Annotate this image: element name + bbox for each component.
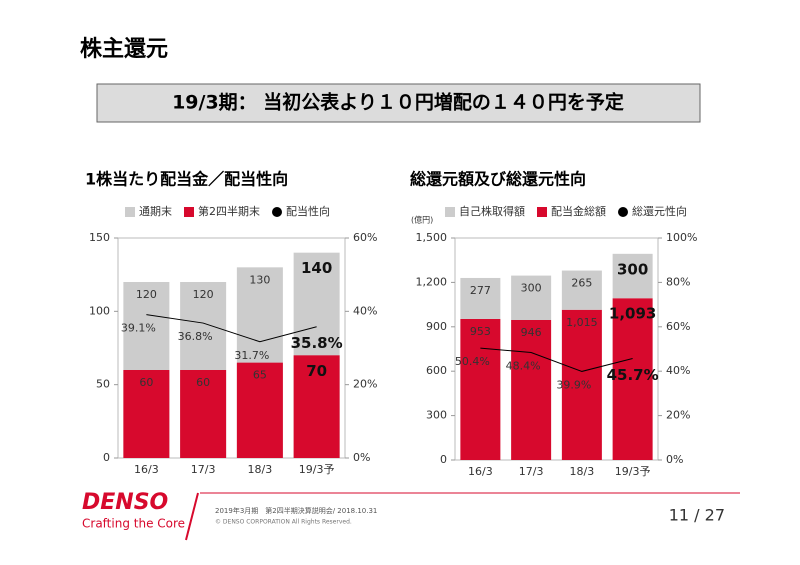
bar [460, 277, 501, 319]
line-label: 48.4% [506, 360, 541, 373]
bar [511, 275, 552, 320]
bar-label: 60 [139, 376, 153, 389]
y2-tick-label: 0% [353, 451, 370, 464]
slide-title: 株主還元 [80, 37, 168, 62]
plot-frame [454, 237, 659, 461]
bar [123, 370, 170, 458]
bar-label: 1,015 [566, 316, 598, 329]
page-number: 11 / 27 [669, 506, 725, 525]
y-tick-label: 50 [96, 378, 110, 391]
y2-tick-label: 100% [666, 231, 697, 244]
tagline: Crafting the Core [82, 517, 185, 531]
y2-tick-label: 20% [666, 409, 690, 422]
logo: DENSO [82, 490, 168, 515]
line [480, 347, 633, 372]
y-tick-label: 300 [426, 409, 447, 422]
x-tick-label: 16/3 [134, 463, 159, 476]
bar-label: 70 [306, 362, 327, 380]
y-tick-label: 100 [89, 304, 110, 317]
legend-swatch [445, 207, 455, 217]
line-label: 39.9% [556, 378, 591, 391]
x-tick-label: 17/3 [191, 463, 216, 476]
legend-label: 第2四半期末 [198, 204, 260, 218]
y-tick-label: 600 [426, 364, 447, 377]
bar-label: 130 [249, 273, 270, 286]
y-tick-label: 1,200 [416, 275, 448, 288]
headline: 19/3期： 当初公表より１０円増配の１４０円を予定 [172, 91, 624, 114]
footer-slash [185, 492, 199, 541]
legend-swatch [272, 207, 282, 217]
y-tick-label: 0 [440, 453, 447, 466]
bar-label: 120 [193, 288, 214, 301]
bar-label: 277 [470, 284, 491, 297]
line [146, 314, 317, 343]
line-label: 35.8% [291, 334, 343, 352]
y2-tick-label: 60% [353, 231, 377, 244]
bar [511, 319, 552, 460]
copyright: © DENSO CORPORATION All Rights Reserved. [215, 519, 352, 526]
line-label: 39.1% [121, 322, 156, 335]
bar [460, 318, 501, 460]
bar-label: 300 [617, 260, 648, 278]
x-tick-label: 19/3予 [615, 465, 651, 478]
bar-label: 140 [301, 259, 332, 277]
bar [561, 309, 602, 460]
y-tick-label: 150 [89, 231, 110, 244]
legend-label: 通期末 [139, 204, 172, 218]
x-tick-label: 18/3 [570, 465, 595, 478]
bar [180, 370, 227, 458]
x-tick-label: 18/3 [248, 463, 273, 476]
legend-label: 総還元性向 [632, 204, 687, 218]
bar-label: 300 [521, 282, 542, 295]
bar [236, 362, 283, 458]
legend-swatch [618, 207, 628, 217]
chart-title: 1株当たり配当金／配当性向 [85, 170, 288, 189]
chart-title: 総還元額及び総還元性向 [410, 170, 586, 189]
line-label: 31.7% [234, 349, 269, 362]
bar [612, 298, 653, 460]
x-tick-label: 17/3 [519, 465, 544, 478]
x-tick-label: 16/3 [468, 465, 493, 478]
unit-label: (億円) [411, 215, 433, 225]
bar-label: 60 [196, 376, 210, 389]
y-tick-label: 1,500 [416, 231, 448, 244]
y2-tick-label: 40% [666, 364, 690, 377]
bar-label: 946 [521, 326, 542, 339]
plot-frame [117, 237, 346, 459]
bar-label: 953 [470, 325, 491, 338]
line-label: 45.7% [607, 366, 659, 384]
bar-label: 120 [136, 288, 157, 301]
y2-tick-label: 60% [666, 320, 690, 333]
y2-tick-label: 40% [353, 304, 377, 317]
y2-tick-label: 80% [666, 275, 690, 288]
line-label: 36.8% [178, 330, 213, 343]
legend-swatch [537, 207, 547, 217]
legend-label: 自己株取得額 [459, 204, 525, 218]
legend-swatch [184, 207, 194, 217]
legend-label: 配当性向 [286, 204, 330, 218]
bar [612, 253, 653, 299]
y2-tick-label: 20% [353, 378, 377, 391]
bar-label: 265 [571, 277, 592, 290]
y2-tick-label: 0% [666, 453, 683, 466]
headline-box [96, 83, 701, 123]
bar-label: 65 [253, 369, 267, 382]
bar [561, 270, 602, 310]
line-label: 50.4% [455, 355, 490, 368]
legend-label: 配当金総額 [551, 204, 606, 218]
y-tick-label: 0 [103, 451, 110, 464]
footer-event: 2019年3月期 第2四半期決算説明会/ 2018.10.31 [215, 506, 377, 515]
legend-swatch [125, 207, 135, 217]
x-tick-label: 19/3予 [299, 463, 335, 476]
bar [293, 355, 340, 458]
bar-label: 1,093 [609, 305, 656, 323]
y-tick-label: 900 [426, 320, 447, 333]
